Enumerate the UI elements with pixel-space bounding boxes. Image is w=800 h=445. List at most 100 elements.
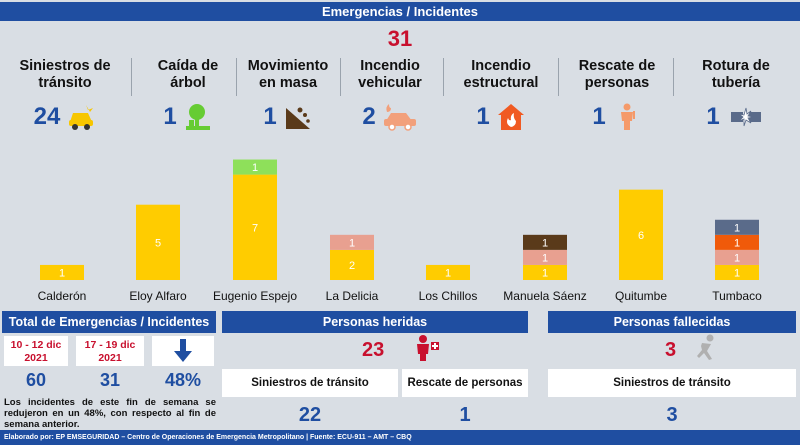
bar-value-label: 1: [542, 267, 548, 279]
deceased-col-1-value: 3: [666, 404, 678, 426]
category-siniestros: Siniestros de tránsito 24: [6, 58, 124, 133]
bar-segment: [330, 249, 374, 280]
period-label: 17 - 19 dic: [84, 339, 136, 351]
car-crash-icon: [69, 105, 94, 130]
category-count: 24: [33, 103, 61, 130]
bar-segment: [136, 204, 180, 280]
bar-segment: [233, 159, 277, 175]
category-label: personas: [584, 75, 650, 91]
category-label: Incendio: [471, 58, 531, 74]
bar-value-label: 1: [734, 237, 740, 249]
divider: [236, 58, 237, 96]
category-label: tránsito: [38, 75, 92, 91]
bar-value-label: 1: [59, 267, 65, 279]
bar-segment: [330, 234, 374, 250]
bar-segment: [715, 219, 759, 235]
x-tick-label: Tumbaco: [712, 289, 762, 303]
category-label: árbol: [170, 75, 206, 91]
deceased-title: Personas fallecidas: [548, 311, 796, 333]
category-label: en masa: [258, 75, 318, 91]
value-current: 31: [99, 370, 121, 390]
divider: [673, 58, 674, 96]
divider: [131, 58, 132, 96]
category-count: 2: [362, 103, 376, 130]
category-incendio-estructural: Incendio estructural 1: [446, 58, 556, 133]
x-tick-label: Los Chillos: [419, 289, 478, 303]
bar-value-label: 6: [638, 230, 644, 242]
category-count: 1: [706, 103, 720, 130]
category-rotura-tuberia: Rotura de tubería 1: [676, 58, 796, 133]
landslide-icon: [285, 107, 310, 129]
injured-col-2-label: Rescate de personas: [402, 369, 528, 397]
divider: [340, 58, 341, 96]
bar-value-label: 2: [349, 260, 355, 272]
category-count: 1: [476, 103, 490, 130]
category-label: Incendio: [360, 58, 420, 74]
bar-segment: [715, 264, 759, 280]
broken-pipe-icon: [730, 107, 761, 127]
bar-chart: 1 Calderón 5 Eloy Alfaro 7 1 Eugenio Espejo 2 1 L…: [38, 159, 762, 303]
category-movimiento-masa: Movimiento en masa 1: [238, 58, 338, 133]
bar-value-label: 1: [734, 222, 740, 234]
period-label: 10 - 12 dic: [10, 339, 62, 351]
bar-segment: [715, 234, 759, 250]
bar-segment: [523, 249, 567, 265]
bar-value-label: 5: [155, 237, 161, 249]
x-tick-label: Quitumbe: [615, 289, 667, 303]
bar-value-label: 1: [445, 267, 451, 279]
fallen-tree-icon: [185, 104, 210, 130]
deceased-total: 3: [665, 339, 677, 361]
category-label: tubería: [711, 75, 761, 91]
injured-col-2-value: 1: [459, 404, 471, 426]
footer-credits: Elaborado por: EP EMSEGURIDAD – Centro d…: [0, 430, 800, 445]
total-count: 31: [387, 26, 413, 51]
bar-segment: [523, 264, 567, 280]
category-count: 1: [263, 103, 277, 130]
bar-value-label: 1: [349, 237, 355, 249]
bar-segment: [233, 174, 277, 280]
injured-col-1-value: 22: [298, 404, 322, 426]
category-label: Caída de: [157, 58, 219, 74]
x-tick-label: Calderón: [38, 289, 87, 303]
bar-segment: [426, 264, 470, 280]
category-label: Movimiento: [247, 58, 329, 74]
summary-note: Los incidentes de este fin de semana se …: [4, 397, 216, 430]
period-previous: 10 - 12 dic 2021: [4, 336, 68, 366]
value-previous: 60: [25, 370, 47, 390]
category-label: estructural: [463, 75, 539, 91]
arrow-down-icon: [152, 336, 214, 366]
category-strip: Siniestros de tránsito 24 Caída de árbol 1…: [0, 58, 800, 133]
deceased-col-1-label: Siniestros de tránsito: [548, 369, 796, 397]
rescue-person-icon: [620, 103, 635, 130]
category-count: 1: [163, 103, 177, 130]
deceased-person-icon: [697, 334, 714, 360]
x-tick-label: Eugenio Espejo: [213, 289, 297, 303]
injured-col-1-label: Siniestros de tránsito: [222, 369, 398, 397]
x-tick-label: Eloy Alfaro: [129, 289, 187, 303]
bar-value-label: 1: [542, 252, 548, 264]
injured-total: 23: [362, 339, 385, 361]
x-tick-label: Manuela Sáenz: [503, 289, 586, 303]
category-label: vehicular: [358, 75, 422, 91]
x-tick-label: La Delicia: [326, 289, 379, 303]
burning-car-icon: [383, 104, 416, 131]
category-caida-arbol: Caída de árbol 1: [138, 58, 238, 133]
summary-title: Total de Emergencias / Incidentes: [2, 311, 216, 333]
bar-value-label: 1: [252, 162, 258, 174]
injured-title: Personas heridas: [222, 311, 528, 333]
period-current: 17 - 19 dic 2021: [76, 336, 144, 366]
bar-segment: [619, 189, 663, 280]
category-rescate: Rescate de personas 1: [562, 58, 672, 133]
category-count: 1: [592, 103, 606, 130]
category-incendio-vehicular: Incendio vehicular 2: [340, 58, 440, 133]
bar-value-label: 1: [734, 267, 740, 279]
bar-segment: [40, 264, 84, 280]
bar-value-label: 1: [542, 237, 548, 249]
bar-segment: [523, 234, 567, 250]
category-label: Rotura de: [702, 58, 770, 74]
category-label: Siniestros de: [19, 58, 111, 74]
bar-segment: [715, 249, 759, 265]
page-title: Emergencias / Incidentes: [0, 2, 800, 21]
bar-value-label: 7: [252, 222, 258, 234]
